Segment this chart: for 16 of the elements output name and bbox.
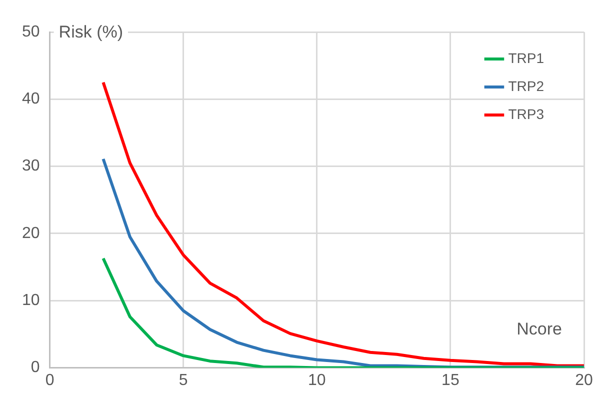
y-tick-label: 20: [22, 224, 40, 242]
y-tick-label: 30: [22, 158, 40, 175]
x-tick-label: 20: [575, 372, 593, 389]
legend-label: TRP3: [508, 106, 544, 122]
y-axis-title: Risk (%): [58, 22, 124, 42]
x-tick-label: 0: [45, 372, 54, 389]
legend-label: TRP2: [508, 78, 544, 94]
y-tick-label: 0: [30, 359, 40, 376]
x-axis-title: Ncore: [516, 319, 562, 338]
legend-label: TRP1: [508, 50, 544, 66]
y-tick-label: 40: [22, 90, 40, 108]
x-tick-label: 10: [308, 372, 326, 389]
x-tick-label: 15: [442, 372, 460, 389]
y-tick-label: 50: [22, 23, 40, 40]
x-tick-label: 5: [178, 372, 188, 389]
y-tick-label: 10: [22, 292, 40, 310]
